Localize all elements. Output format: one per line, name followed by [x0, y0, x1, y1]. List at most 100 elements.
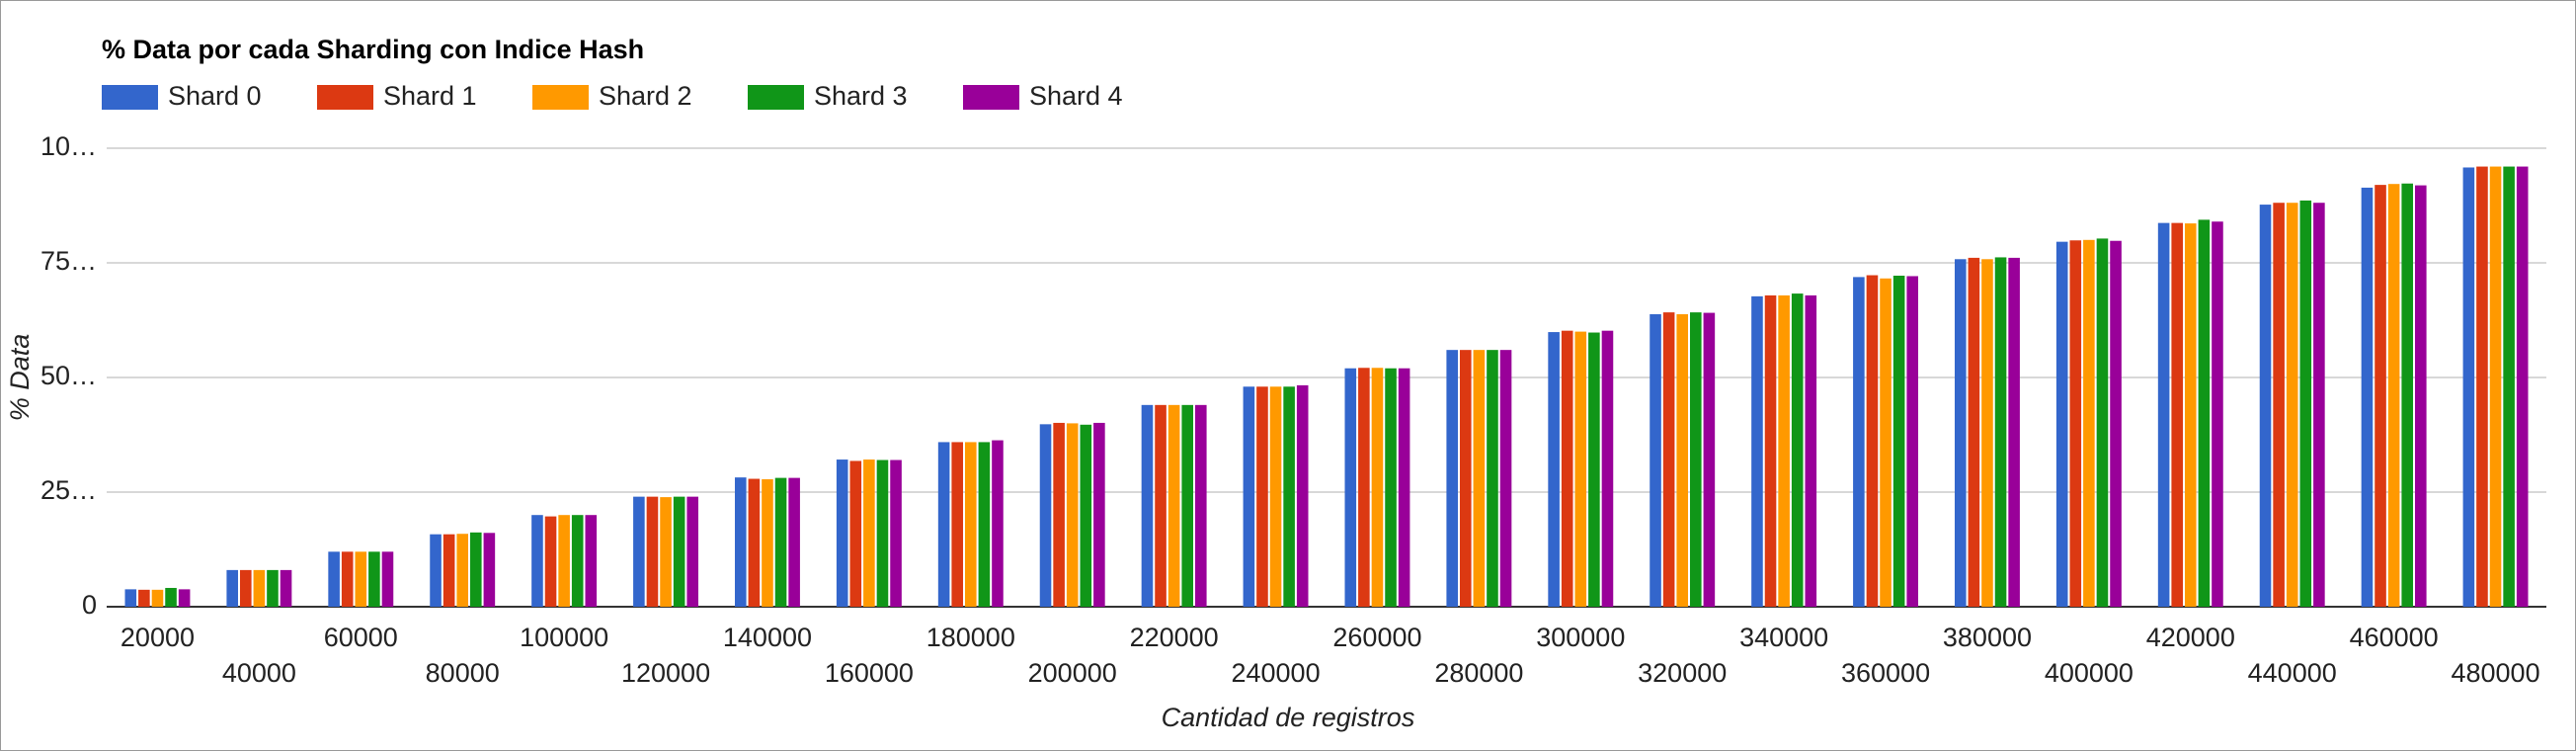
x-tick-label: 240000	[1231, 658, 1320, 688]
bar	[2415, 185, 2427, 608]
bar	[470, 532, 482, 607]
bar	[571, 515, 584, 607]
legend-label: Shard 0	[168, 81, 262, 111]
bar	[2273, 203, 2285, 607]
bar	[1778, 294, 1790, 607]
bar	[2069, 240, 2082, 608]
bar	[1853, 277, 1865, 607]
bar	[226, 569, 238, 607]
bar	[2401, 183, 2414, 607]
bar	[368, 551, 380, 607]
bar	[328, 551, 340, 607]
bar	[2110, 240, 2122, 607]
bar	[1487, 350, 1498, 607]
legend-swatch	[748, 85, 804, 110]
bar	[2516, 166, 2529, 607]
legend-swatch	[102, 85, 158, 110]
bar	[673, 496, 685, 607]
bar	[456, 534, 469, 607]
bar	[1296, 384, 1309, 607]
bar	[1791, 293, 1804, 607]
bar	[1676, 313, 1689, 607]
bar	[1141, 404, 1154, 607]
bar	[1167, 404, 1180, 607]
bar	[748, 478, 761, 607]
bar	[355, 551, 367, 607]
bar	[1690, 312, 1702, 607]
bar	[951, 442, 963, 607]
bar	[2476, 166, 2488, 607]
x-tick-label: 480000	[2451, 658, 2539, 688]
bar	[138, 589, 150, 607]
bar	[2462, 167, 2475, 607]
bar	[1703, 312, 1716, 607]
bar	[2286, 203, 2298, 607]
bar	[443, 534, 455, 607]
bar	[2184, 223, 2197, 607]
bar	[890, 459, 902, 607]
bar	[1181, 404, 1194, 607]
bar	[1269, 386, 1282, 607]
x-tick-label: 60000	[324, 623, 398, 652]
y-tick-label: 10…	[40, 131, 97, 161]
x-tick-label: 460000	[2350, 623, 2439, 652]
legend-label: Shard 3	[814, 81, 908, 111]
bar	[1371, 368, 1384, 607]
bar	[178, 589, 191, 607]
bar	[1906, 276, 1919, 607]
bar	[430, 534, 442, 607]
bar	[1459, 350, 1472, 607]
x-tick-label: 40000	[222, 658, 296, 688]
bar	[1499, 350, 1512, 607]
bar	[1473, 350, 1486, 607]
bar	[1954, 259, 1967, 607]
bar	[1866, 275, 1879, 607]
legend-swatch	[317, 85, 373, 110]
bar	[2299, 200, 2312, 607]
legend-label: Shard 4	[1029, 81, 1123, 111]
bar	[1344, 368, 1357, 607]
x-tick-label: 320000	[1638, 658, 1727, 688]
x-tick-label: 440000	[2248, 658, 2337, 688]
x-tick-label: 180000	[926, 623, 1015, 652]
bar	[1764, 294, 1777, 607]
bar	[2198, 219, 2211, 607]
x-axis-title: Cantidad de registros	[1162, 703, 1415, 732]
bar	[1805, 294, 1817, 607]
bar	[734, 477, 747, 607]
bar	[1588, 332, 1600, 607]
bar	[876, 459, 889, 607]
y-axis-title: % Data	[5, 334, 35, 422]
bar	[1080, 424, 1092, 607]
bar	[2313, 203, 2325, 607]
bar	[2008, 257, 2020, 607]
bar	[381, 551, 394, 607]
legend-label: Shard 1	[383, 81, 477, 111]
x-tick-label: 120000	[621, 658, 710, 688]
y-tick-label: 0	[82, 590, 97, 620]
bar	[1053, 422, 1065, 607]
bar	[1195, 404, 1207, 607]
bar	[2259, 205, 2272, 607]
bar	[660, 497, 672, 607]
bar	[1358, 368, 1370, 607]
bar	[836, 459, 848, 607]
bar	[267, 569, 279, 607]
legend-swatch	[963, 85, 1019, 110]
bar	[978, 442, 991, 607]
bar	[2157, 222, 2170, 607]
bar	[1398, 368, 1410, 607]
bar	[2375, 185, 2386, 607]
bar	[1968, 257, 1980, 607]
x-tick-label: 80000	[426, 658, 500, 688]
bar	[1892, 275, 1905, 607]
bar	[1256, 386, 1268, 607]
bar	[686, 496, 699, 607]
bar	[483, 533, 496, 607]
bar	[2096, 238, 2109, 607]
legend-label: Shard 2	[599, 81, 692, 111]
bar	[2171, 222, 2183, 607]
bar	[1385, 368, 1397, 607]
bar	[1662, 312, 1675, 607]
